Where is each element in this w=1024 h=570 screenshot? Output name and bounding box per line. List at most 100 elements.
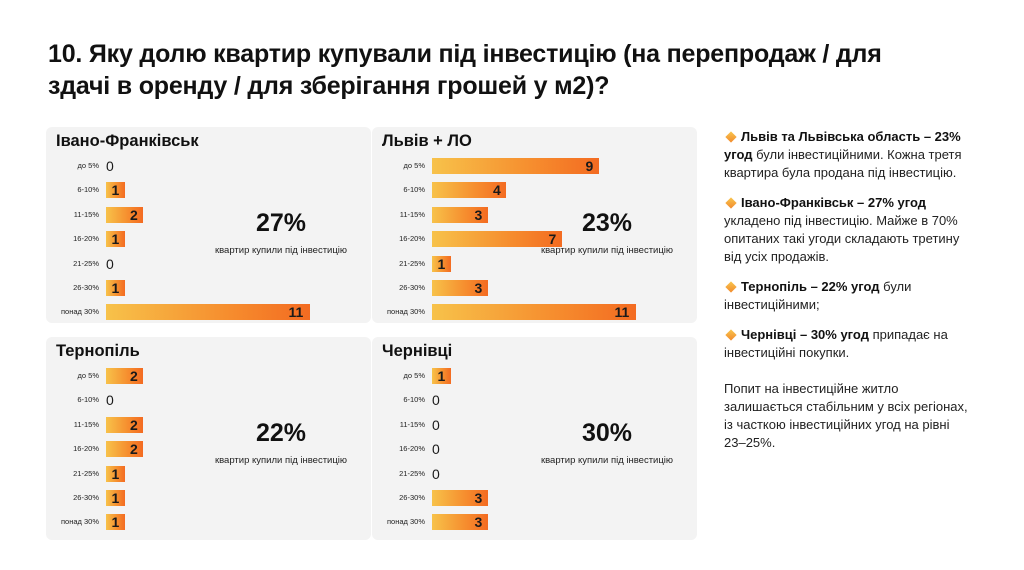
bar-row: 16-20% 0 bbox=[372, 441, 692, 457]
page-title: 10. Яку долю квартир купували під інвест… bbox=[48, 40, 882, 100]
bar-row: до 5% 9 bbox=[372, 158, 692, 174]
summary-text: Попит на інвестиційне житло залишається … bbox=[724, 381, 968, 450]
bar bbox=[432, 255, 451, 272]
bar-value-label: 1 bbox=[111, 182, 120, 199]
bar-value-label: 0 bbox=[106, 255, 114, 272]
bar-row: 6-10% 0 bbox=[372, 392, 692, 408]
bar-value-label: 0 bbox=[432, 465, 440, 482]
bar-value-label: 7 bbox=[548, 231, 557, 248]
category-label: 26-30% bbox=[73, 493, 99, 502]
note-item: Тернопіль – 22% угод були інвестиційними… bbox=[724, 278, 974, 314]
category-label: 16-20% bbox=[73, 444, 99, 454]
bar-row: 6-10% 4 bbox=[372, 182, 692, 199]
diamond-bullet-icon bbox=[725, 329, 737, 341]
bar-value-label: 0 bbox=[106, 158, 114, 174]
bar-row: 6-10% 1 bbox=[46, 182, 366, 199]
category-label: 11-15% bbox=[73, 209, 99, 219]
category-label: понад 30% bbox=[386, 517, 425, 527]
bar-value-label: 2 bbox=[130, 368, 138, 384]
bar-row: до 5% 1 bbox=[372, 368, 692, 384]
bar bbox=[106, 231, 125, 248]
bar-row: до 5% 2 bbox=[46, 368, 366, 384]
bar bbox=[432, 231, 562, 248]
category-label: понад 30% bbox=[60, 307, 99, 317]
category-label: 26-30% bbox=[73, 283, 99, 292]
bar-row: 11-15% 3 bbox=[372, 206, 692, 223]
bar-value-label: 1 bbox=[437, 368, 446, 384]
bar-value-label: 3 bbox=[474, 514, 483, 531]
bar bbox=[432, 514, 488, 531]
note-bold: Чернівці – 30% угод bbox=[741, 327, 869, 342]
bar-value-label: 0 bbox=[432, 392, 440, 409]
bar bbox=[106, 206, 143, 223]
note-item: Івано-Франківськ – 27% угод укладено під… bbox=[724, 194, 974, 266]
bar-row: 16-20% 1 bbox=[46, 231, 366, 248]
bar-row: понад 30% 1 bbox=[46, 514, 366, 531]
bar-row: 11-15% 2 bbox=[46, 416, 366, 433]
chart-panel-ternopil: Тернопіль до 5% 2 6-10% 0 11-15% 2 16-20% 2 21-2… bbox=[46, 337, 371, 540]
panel-title: Івано-Франківськ bbox=[56, 132, 199, 150]
chart-panel-ivano-frankivsk: Івано-Франківськ до 5% 0 6-10% 1 11-15% 2 16-2… bbox=[46, 127, 371, 323]
bar-row: 11-15% 2 bbox=[46, 206, 366, 223]
bar bbox=[106, 465, 125, 482]
bar-value-label: 4 bbox=[493, 182, 501, 199]
bar bbox=[432, 490, 488, 506]
category-label: 26-30% bbox=[399, 283, 425, 292]
category-label: до 5% bbox=[403, 161, 425, 170]
note-text: були інвестиційними; bbox=[724, 279, 912, 312]
bar bbox=[106, 368, 143, 384]
bar-row: 26-30% 1 bbox=[46, 280, 366, 296]
share-value: 23% bbox=[581, 209, 633, 237]
category-label: до 5% bbox=[77, 161, 99, 170]
share-caption: квартир купили під інвестицію bbox=[540, 245, 674, 256]
diamond-bullet-icon bbox=[725, 131, 737, 143]
bar-value-label: 11 bbox=[288, 304, 304, 321]
bar-value-label: 1 bbox=[111, 231, 120, 248]
category-label: 6-10% bbox=[77, 185, 99, 195]
category-label: 11-15% bbox=[399, 209, 425, 219]
category-label: 26-30% bbox=[399, 493, 425, 502]
bar-row: понад 30% 3 bbox=[372, 514, 692, 531]
bar-row: 6-10% 0 bbox=[46, 392, 366, 408]
bar-row: понад 30% 11 bbox=[372, 304, 692, 321]
share-caption: квартир купили під інвестицію bbox=[540, 455, 674, 466]
bar-row: 26-30% 1 bbox=[46, 490, 366, 506]
bar bbox=[432, 206, 488, 223]
category-label: 16-20% bbox=[399, 234, 425, 244]
panel-title: Тернопіль bbox=[56, 342, 140, 360]
bar-value-label: 1 bbox=[111, 465, 120, 482]
panel-title: Львів + ЛО bbox=[382, 132, 472, 150]
bar-value-label: 11 bbox=[614, 304, 630, 321]
bar-row: 16-20% 2 bbox=[46, 441, 366, 458]
note-bold: Тернопіль – 22% угод bbox=[741, 279, 880, 294]
share-value: 30% bbox=[581, 419, 633, 447]
bar-value-label: 2 bbox=[130, 441, 138, 458]
category-label: 21-25% bbox=[399, 258, 425, 268]
note-text: були інвестиційними. Кожна третя квартир… bbox=[724, 147, 962, 180]
bar-row: 11-15% 0 bbox=[372, 417, 692, 433]
bar bbox=[106, 441, 143, 458]
note-bold: Львів та Львівська область – 23% угод bbox=[724, 129, 961, 162]
bar-value-label: 3 bbox=[474, 206, 483, 223]
bar-row: 26-30% 3 bbox=[372, 280, 692, 296]
share-caption: квартир купили під інвестицію bbox=[214, 455, 348, 466]
category-label: 21-25% bbox=[399, 468, 425, 478]
bar bbox=[106, 280, 125, 296]
share-value: 22% bbox=[255, 419, 307, 447]
bar bbox=[432, 280, 488, 296]
bar-value-label: 1 bbox=[111, 280, 120, 296]
bar-row: 21-25% 0 bbox=[46, 256, 366, 272]
note-text: укладено під інвестицію. Майже в 70% опи… bbox=[724, 213, 960, 264]
share-caption: квартир купили під інвестицію bbox=[214, 245, 348, 256]
chart-panel-lviv: Львів + ЛО до 5% 9 6-10% 4 11-15% 3 16-20% 7 21-… bbox=[372, 127, 697, 323]
bar-value-label: 0 bbox=[106, 392, 114, 409]
category-label: понад 30% bbox=[60, 517, 99, 527]
bar-row: 26-30% 3 bbox=[372, 490, 692, 506]
bar-row: 21-25% 0 bbox=[372, 466, 692, 482]
bar-row: 21-25% 1 bbox=[372, 255, 692, 272]
bar bbox=[432, 158, 599, 174]
bar bbox=[106, 416, 143, 433]
panel-title: Чернівці bbox=[382, 342, 453, 360]
category-label: 16-20% bbox=[399, 444, 425, 454]
bar-value-label: 2 bbox=[130, 206, 138, 223]
